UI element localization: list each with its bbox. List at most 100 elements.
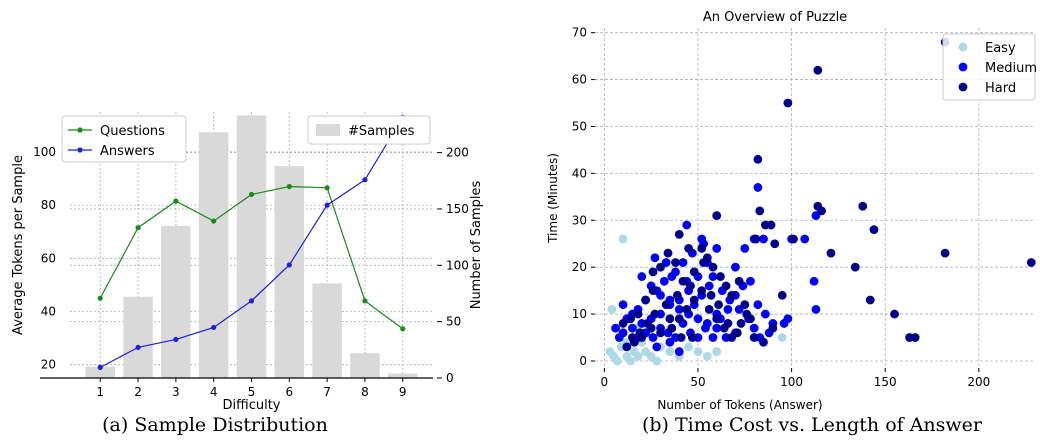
- scatter-point-easy: [665, 347, 675, 356]
- scatter-point-medium: [674, 304, 684, 314]
- y-tick-label-left: 100: [33, 145, 56, 159]
- y-tick-label-right: 50: [446, 315, 461, 329]
- bar-samples: [350, 353, 380, 378]
- legend-swatch-marker: [77, 147, 83, 153]
- scatter-point-hard: [813, 65, 823, 75]
- series-point-answers: [173, 336, 179, 343]
- scatter-point-hard: [736, 319, 746, 328]
- bar-samples: [198, 132, 229, 378]
- y-tick-label: 60: [572, 73, 587, 87]
- scatter-point-hard: [721, 281, 731, 291]
- scatter-point-hard: [635, 328, 645, 338]
- scatter-point-hard: [714, 300, 723, 310]
- legend-label: Questions: [100, 124, 165, 139]
- bar-samples: [123, 296, 153, 378]
- legend-box: [942, 33, 1036, 101]
- scatter-point-easy: [618, 234, 628, 244]
- scatter-point-medium: [723, 304, 733, 314]
- scatter-point-hard: [749, 333, 759, 342]
- bar-samples: [388, 373, 418, 378]
- scatter-point-easy: [607, 304, 617, 314]
- scatter-point-medium: [701, 323, 710, 333]
- x-tick-label: 2: [134, 385, 142, 399]
- scatter-point-hard: [689, 295, 699, 305]
- scatter-point-easy: [613, 356, 622, 366]
- scatter-point-hard: [712, 314, 722, 324]
- scatter-point-medium: [753, 300, 763, 310]
- legend-label: #Samples: [348, 124, 415, 139]
- scatter-point-medium: [656, 290, 665, 300]
- scatter-point-hard: [648, 286, 658, 296]
- scatter-point-hard: [734, 276, 744, 286]
- scatter-point-medium: [678, 258, 688, 267]
- scatter-point-hard: [742, 309, 752, 319]
- scatter-point-medium: [712, 244, 722, 253]
- scatter-point-hard: [766, 220, 776, 230]
- series-point-questions: [211, 218, 217, 224]
- scatter-point-easy: [633, 351, 643, 361]
- bar-samples: [236, 115, 267, 379]
- scatter-point-medium: [682, 220, 692, 230]
- scatter-point-medium: [753, 183, 763, 192]
- scatter-point-medium: [759, 234, 768, 244]
- scatter-point-hard: [732, 328, 742, 338]
- scatter-point-medium: [760, 309, 770, 319]
- series-point-answers: [211, 324, 217, 331]
- scatter-point-hard: [684, 244, 694, 253]
- scatter-point-hard: [770, 239, 780, 249]
- scatter-point-hard: [628, 333, 637, 342]
- scatter-point-hard: [865, 295, 875, 305]
- scatter-point-hard: [622, 342, 632, 352]
- x-tick-label: 7: [323, 385, 331, 399]
- y-tick-label: 50: [572, 119, 587, 133]
- scatter-point-medium: [667, 272, 677, 281]
- y-tick-label: 0: [579, 354, 587, 368]
- series-point-answers: [286, 262, 292, 268]
- left-chart: 1 2 3 4 5 6 7 8 9 Difficulty 20 40 60 80 100 Average To…: [11, 112, 484, 413]
- scatter-point-hard: [755, 206, 765, 216]
- scatter-point-medium: [659, 276, 669, 286]
- y-tick-label: 10: [572, 307, 587, 321]
- series-point-answers: [97, 364, 103, 370]
- scatter-point-hard: [753, 154, 763, 164]
- series-point-questions: [97, 295, 103, 301]
- legend-label: Easy: [985, 41, 1016, 56]
- scatter-point-medium: [712, 323, 722, 333]
- legend-label: Medium: [985, 61, 1037, 76]
- scatter-point-easy: [777, 333, 787, 342]
- scatter-point-medium: [637, 272, 647, 281]
- scatter-point-easy: [652, 356, 662, 366]
- scatter-point-easy: [702, 351, 712, 361]
- y-axis-title-right: Number of Samples: [469, 181, 484, 310]
- scatter-point-medium: [652, 342, 662, 352]
- x-axis-title: Number of Tokens (Answer): [657, 398, 822, 412]
- scatter-point-hard: [643, 319, 652, 328]
- scatter-point-hard: [712, 211, 722, 220]
- scatter-point-medium: [611, 323, 620, 333]
- bar-samples: [161, 225, 191, 378]
- scatter-point-hard: [740, 300, 750, 310]
- scatter-point-medium: [746, 276, 755, 286]
- right-chart: 0 50 100 150 200 0 10 20 30 40 50 60 70 An Overview o…: [546, 10, 1037, 412]
- scatter-point-medium: [650, 253, 660, 263]
- legend-swatch-bar: [316, 124, 340, 136]
- x-tick-label: 150: [874, 375, 897, 389]
- bar-samples: [312, 283, 342, 378]
- x-tick-label: 3: [172, 385, 180, 399]
- scatter-point-easy: [693, 347, 703, 356]
- series-point-questions: [135, 225, 141, 231]
- scatter-point-hard: [890, 309, 899, 319]
- x-tick-label: 0: [601, 375, 609, 389]
- chart-title: An Overview of Puzzle: [703, 10, 847, 25]
- scatter-point-medium: [809, 276, 819, 286]
- x-tick-label: 6: [285, 385, 293, 399]
- y-tick-label-right: 0: [446, 371, 454, 385]
- scatter-point-hard: [858, 201, 868, 211]
- scatter-point-hard: [727, 290, 737, 300]
- scatter-point-hard: [663, 248, 673, 258]
- scatter-point-hard: [665, 314, 675, 324]
- scatter-point-hard: [751, 234, 761, 244]
- scatter-point-hard: [676, 333, 686, 342]
- scatter-point-medium: [693, 314, 703, 324]
